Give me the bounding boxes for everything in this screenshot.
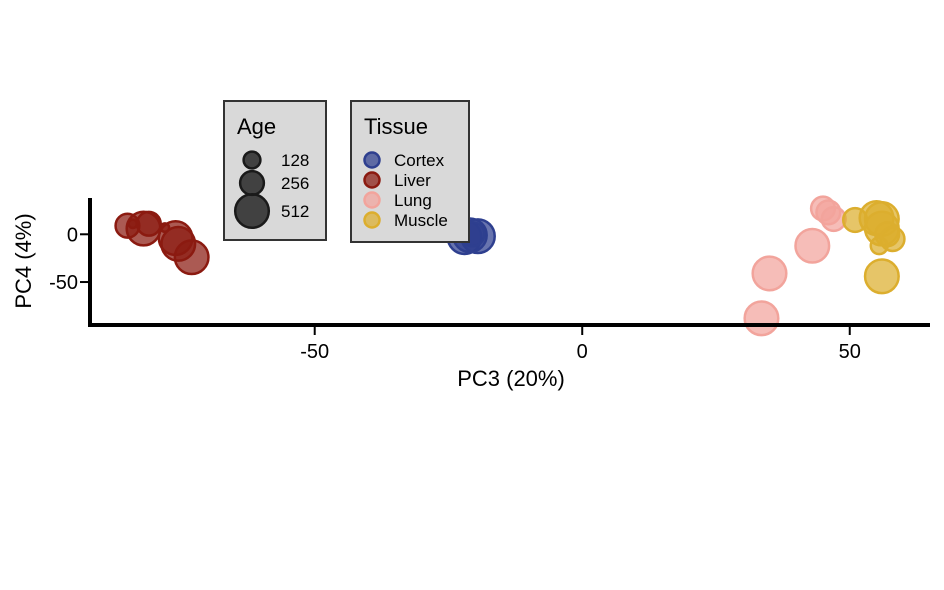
point-muscle-8 bbox=[863, 258, 900, 295]
age-legend-key-512 bbox=[233, 192, 271, 230]
age-legend-label-512: 512 bbox=[281, 202, 309, 221]
age-legend-title: Age bbox=[237, 114, 276, 139]
point-lung-6 bbox=[743, 300, 780, 337]
y-axis-title: PC4 (4%) bbox=[11, 213, 36, 308]
age-legend-entries: 128 256 512 bbox=[233, 150, 309, 230]
x-axis-title: PC3 (20%) bbox=[457, 366, 565, 391]
point-liver-4 bbox=[135, 210, 162, 237]
age-legend-label-128: 128 bbox=[281, 151, 309, 170]
tissue-legend-key-lung bbox=[363, 191, 381, 209]
point-muscle-7 bbox=[869, 236, 889, 256]
axis-ticks: -50 0 50 0 -50 bbox=[49, 224, 861, 363]
point-lung-5 bbox=[751, 255, 788, 292]
tissue-legend-label-muscle: Muscle bbox=[394, 211, 448, 230]
tissue-legend-label-cortex: Cortex bbox=[394, 151, 445, 170]
tissue-legend-label-liver: Liver bbox=[394, 171, 431, 190]
data-points bbox=[114, 195, 906, 337]
tissue-legend-title: Tissue bbox=[364, 114, 428, 139]
age-legend: Age 128 256 512 bbox=[223, 100, 327, 241]
x-tick-label: 0 bbox=[577, 341, 588, 363]
tissue-legend-key-muscle bbox=[363, 211, 381, 229]
point-liver-8 bbox=[173, 239, 210, 276]
age-legend-key-128 bbox=[242, 150, 262, 170]
tissue-legend-key-liver bbox=[363, 171, 381, 189]
x-tick-label: -50 bbox=[300, 341, 329, 363]
point-lung-4 bbox=[794, 227, 831, 264]
tissue-legend-key-cortex bbox=[363, 151, 381, 169]
age-legend-key-256 bbox=[238, 169, 266, 197]
y-tick-label: 0 bbox=[67, 224, 78, 246]
y-tick-label: -50 bbox=[49, 272, 78, 294]
x-tick-label: 50 bbox=[839, 341, 861, 363]
age-legend-label-256: 256 bbox=[281, 174, 309, 193]
tissue-legend-label-lung: Lung bbox=[394, 191, 432, 210]
